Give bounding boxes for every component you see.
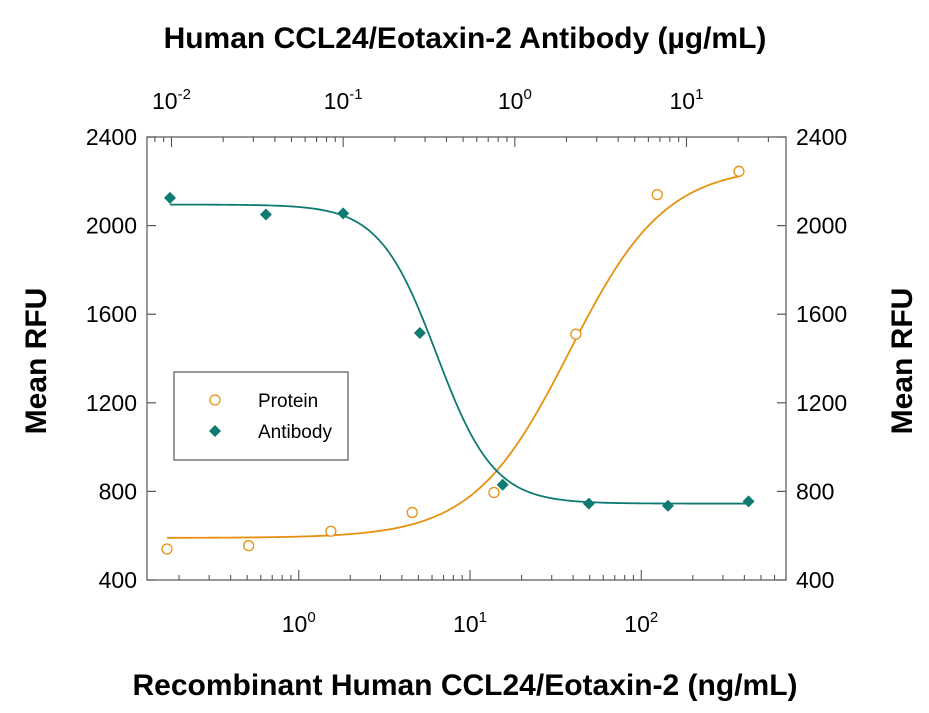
point-antibody — [496, 478, 509, 491]
point-antibody — [661, 499, 674, 512]
legend-box — [173, 371, 349, 461]
fit-curve-protein — [166, 175, 740, 539]
y-tick-label-left: 400 — [99, 567, 137, 593]
x-top-tick-label: 101 — [670, 86, 704, 114]
point-protein — [488, 486, 500, 499]
point-protein — [733, 165, 745, 177]
x-top-tick-label: 10-1 — [324, 86, 363, 114]
y-tick-label-right: 400 — [796, 567, 834, 593]
point-protein — [406, 506, 418, 519]
y-tick-label-right: 2000 — [796, 213, 847, 239]
top-axis-title: Human CCL24/Eotaxin-2 Antibody (µg/mL) — [164, 22, 767, 55]
y-tick-label-left: 1200 — [86, 390, 137, 416]
plot-frame — [146, 136, 787, 581]
y-tick-label-right: 800 — [796, 478, 834, 504]
point-antibody — [259, 208, 272, 221]
point-antibody — [413, 327, 426, 340]
point-protein — [325, 525, 337, 537]
legend-antibody-label: Antibody — [258, 422, 332, 443]
x-top-tick-label: 10-2 — [152, 86, 191, 114]
y-tick-label-left: 800 — [99, 478, 137, 504]
point-protein — [243, 540, 255, 552]
point-antibody — [742, 495, 755, 508]
point-protein — [651, 188, 663, 201]
legend-antibody-marker — [209, 425, 221, 437]
y-tick-label-right: 2400 — [796, 124, 847, 150]
x-bottom-tick-label: 102 — [624, 609, 658, 637]
point-antibody — [337, 207, 350, 220]
legend-protein-label: Protein — [258, 391, 318, 412]
y-tick-label-right: 1200 — [796, 390, 847, 416]
legend-protein-marker — [209, 394, 221, 406]
y-tick-label-left: 2000 — [86, 213, 137, 239]
x-bottom-tick-label: 101 — [453, 609, 487, 637]
x-top-tick-label: 100 — [498, 86, 532, 114]
y-axis-title-right: Mean RFU — [886, 288, 919, 435]
y-tick-label-right: 1600 — [796, 301, 847, 327]
y-axis-title-left: Mean RFU — [20, 288, 53, 435]
y-tick-label-left: 2400 — [86, 124, 137, 150]
fit-curve-antibody — [169, 203, 749, 505]
y-tick-label-left: 1600 — [86, 301, 137, 327]
point-antibody — [163, 191, 176, 204]
x-bottom-tick-label: 100 — [282, 609, 316, 637]
point-antibody — [582, 497, 595, 510]
point-protein — [570, 328, 582, 340]
point-protein — [161, 543, 173, 555]
x-axis-title: Recombinant Human CCL24/Eotaxin-2 (ng/mL… — [132, 669, 797, 702]
legend: Protein Antibody — [173, 371, 349, 461]
